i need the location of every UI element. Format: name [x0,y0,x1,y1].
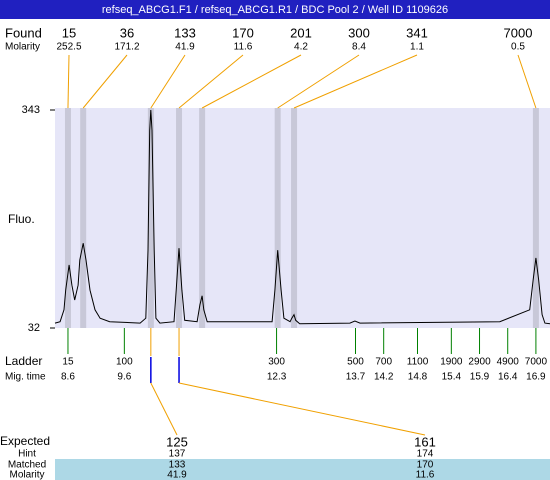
found-size: 36 [120,25,134,40]
ladder-time: 13.7 [346,372,366,383]
found-connector [67,54,70,109]
ladder-size: 700 [375,357,392,368]
found-connector [178,54,244,109]
found-size: 170 [232,25,254,40]
found-molarity-label: Molarity [5,42,40,53]
plot-area [55,108,550,328]
ladder-size: 500 [347,357,364,368]
found-connector [277,54,360,109]
expected-connector [150,382,178,436]
matched-rows-background [55,459,550,480]
ladder-time: 14.2 [374,372,394,383]
found-connector [82,54,128,109]
found-size: 133 [174,25,196,40]
expected-size: 125 [166,434,188,449]
ladder-time: 15.9 [470,372,490,383]
found-connector [201,54,302,109]
expected-size: 161 [414,434,436,449]
hint-value: 137 [169,449,186,460]
ladder-time: 16.4 [498,372,518,383]
expected-label: Expected [0,434,50,448]
matched-value: 170 [417,460,434,471]
trace-line [54,109,550,325]
ladder-time: 15.4 [442,372,462,383]
y-tick-label: 343 [22,104,40,116]
ladder-time-label: Mig. time [5,372,46,383]
ladder-size: 100 [116,357,133,368]
found-molarity: 8.4 [352,42,366,53]
ladder-size: 2900 [468,357,491,368]
found-molarity: 11.6 [234,42,253,53]
found-molarity: 252.5 [56,42,81,53]
y-axis-label: Fluo. [8,212,35,226]
found-size: 341 [406,25,428,40]
found-size: 7000 [504,25,533,40]
chart-title: refseq_ABCG1.F1 / refseq_ABCG1.R1 / BDC … [102,4,448,16]
matched-value: 133 [169,460,186,471]
peak-band [147,108,154,328]
expected-molarity: 41.9 [167,470,187,480]
ladder-size: 300 [268,357,285,368]
ladder-size: 4900 [497,357,520,368]
peak-band [64,108,71,328]
peak-band [199,108,206,328]
title-bar [0,0,550,19]
found-size: 201 [290,25,312,40]
peak-band [532,108,539,328]
ladder-time: 16.9 [526,372,546,383]
found-connector [293,54,418,109]
found-connector [150,54,186,109]
found-molarity: 1.1 [410,42,424,53]
ladder-size: 1900 [440,357,463,368]
hint-label: Hint [18,449,36,460]
ladder-time: 9.6 [117,372,131,383]
ladder-time: 12.3 [267,372,287,383]
ladder-size: 15 [62,357,74,368]
matched-label: Matched [8,460,46,471]
expected-connector [178,382,426,436]
found-molarity: 171.2 [114,42,139,53]
ladder-size: 1100 [407,357,429,368]
ladder-time: 14.8 [408,372,428,383]
ladder-size: 7000 [525,357,548,368]
peak-band [176,108,183,328]
found-molarity: 41.9 [175,42,195,53]
peak-band [291,108,298,328]
peak-band [274,108,281,328]
found-label: Found [5,25,42,40]
found-molarity: 0.5 [511,42,525,53]
expected-molarity: 11.6 [416,470,435,480]
ladder-label: Ladder [5,354,42,368]
expected-molarity-label: Molarity [9,470,44,480]
peak-band [80,108,87,328]
hint-value: 174 [417,449,434,460]
found-size: 15 [62,25,76,40]
found-molarity: 4.2 [294,42,308,53]
found-size: 300 [348,25,370,40]
found-connector [517,54,537,109]
ladder-time: 8.6 [61,372,75,383]
y-tick-label: 32 [28,322,40,334]
